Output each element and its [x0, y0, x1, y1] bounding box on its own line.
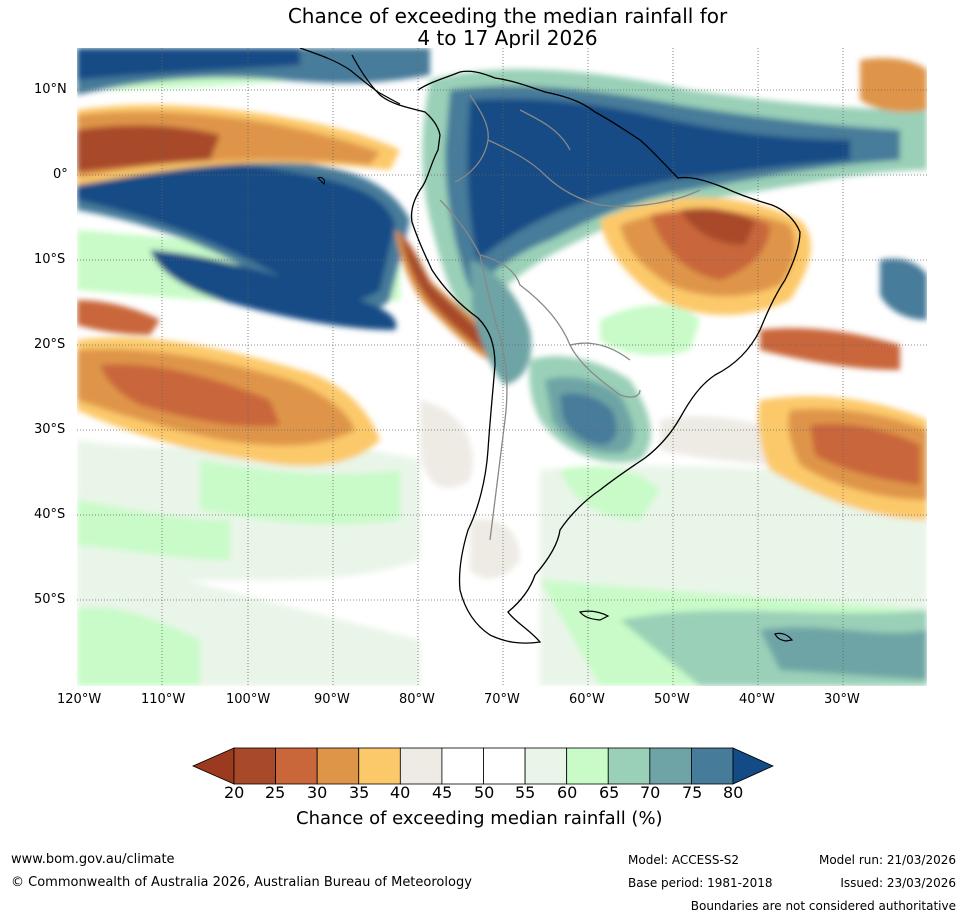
country-borders: [439, 94, 701, 541]
lon-label-50w: 50°W: [654, 692, 690, 707]
graticule: [77, 48, 927, 686]
central-america-coastline: [299, 48, 401, 105]
colorbar-box: [649, 747, 692, 785]
colorbar-tick-80: 80: [723, 783, 744, 802]
colorbar-low-arrow: [192, 747, 235, 785]
colorbar: [192, 747, 774, 785]
colorbar-box: [483, 747, 526, 785]
footer-model: Model: ACCESS-S2: [628, 853, 740, 867]
lat-label-10n: 10°N: [34, 82, 67, 97]
lon-label-60w: 60°W: [569, 692, 605, 707]
footer-model-run: Model run: 21/03/2026: [818, 853, 956, 867]
colorbar-tick-70: 70: [640, 783, 661, 802]
footer-website: www.bom.gov.au/climate: [11, 852, 175, 867]
map-title-line1: Chance of exceeding the median rainfall …: [287, 4, 728, 28]
colorbar-tick-30: 30: [307, 783, 328, 802]
colorbar-box: [275, 747, 318, 785]
lat-label-20s: 20°S: [34, 337, 66, 352]
colorbar-box: [524, 747, 568, 785]
colorbar-box: [441, 747, 484, 785]
colorbar-tick-65: 65: [599, 783, 620, 802]
lon-label-40w: 40°W: [739, 692, 775, 707]
lon-label-30w: 30°W: [824, 692, 860, 707]
footer-issued: Issued: 23/03/2026: [840, 876, 956, 890]
colorbar-title: Chance of exceeding median rainfall (%): [296, 808, 663, 829]
lon-label-110w: 110°W: [141, 692, 186, 707]
colorbar-box: [399, 747, 443, 785]
lon-label-120w: 120°W: [57, 692, 102, 707]
footer-copyright: © Commonwealth of Australia 2026, Austra…: [11, 875, 472, 890]
lat-label-50s: 50°S: [34, 592, 66, 607]
colorbar-tick-60: 60: [557, 783, 578, 802]
colorbar-tick-20: 20: [224, 783, 245, 802]
colorbar-box: [607, 747, 651, 785]
colorbar-tick-25: 25: [265, 783, 286, 802]
lon-label-100w: 100°W: [226, 692, 271, 707]
colorbar-box: [566, 747, 609, 785]
colorbar-box: [691, 747, 734, 785]
map-title-line2: 4 to 17 April 2026: [417, 26, 598, 50]
lat-label-40s: 40°S: [34, 507, 66, 522]
colorbar-box: [233, 747, 276, 785]
colorbar-box: [358, 747, 401, 785]
lat-label-30s: 30°S: [34, 422, 66, 437]
lon-label-90w: 90°W: [314, 692, 350, 707]
south-america-coastline: [351, 54, 801, 644]
colorbar-tick-75: 75: [682, 783, 703, 802]
lon-label-80w: 80°W: [399, 692, 435, 707]
colorbar-tick-50: 50: [474, 783, 495, 802]
colorbar-tick-40: 40: [390, 783, 411, 802]
lon-label-70w: 70°W: [484, 692, 520, 707]
footer-base-period: Base period: 1981-2018: [628, 876, 773, 890]
colorbar-tick-55: 55: [515, 783, 536, 802]
colorbar-tick-35: 35: [349, 783, 370, 802]
colorbar-box: [316, 747, 360, 785]
lat-label-10s: 10°S: [34, 252, 66, 267]
colorbar-tick-45: 45: [432, 783, 453, 802]
footer-disclaimer: Boundaries are not considered authoritat…: [690, 899, 956, 913]
lat-label-0: 0°: [53, 167, 68, 182]
rainfall-probability-field: [77, 48, 927, 686]
colorbar-high-arrow: [732, 747, 774, 785]
